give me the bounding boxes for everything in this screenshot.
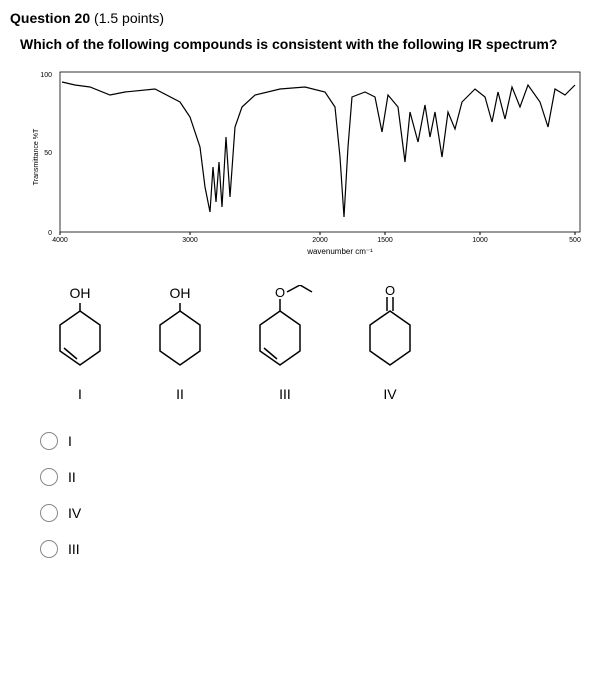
option-III-row[interactable]: III [40, 540, 606, 558]
compound-III: O III [250, 285, 320, 402]
radio-circle-IV[interactable] [40, 504, 58, 522]
compound-I-structure [50, 303, 110, 373]
xtick-3000: 3000 [182, 237, 198, 244]
xtick-2000: 2000 [312, 237, 328, 244]
compound-III-structure: O [250, 285, 320, 373]
radio-circle-I[interactable] [40, 432, 58, 450]
svg-text:O: O [385, 285, 395, 298]
svg-text:O: O [275, 285, 285, 300]
compound-II-structure [150, 303, 210, 373]
xtick-4000: 4000 [52, 237, 68, 244]
xtick-500: 500 [569, 237, 581, 244]
radio-circle-II[interactable] [40, 468, 58, 486]
option-II-label: II [68, 469, 76, 485]
ytick-50: 50 [44, 150, 52, 157]
question-number: Question 20 [10, 10, 90, 26]
compound-II-label: II [150, 386, 210, 402]
radio-options: I II IV III [40, 432, 606, 558]
ir-spectrum-chart: 4000 3000 2000 1500 1000 500 wavenumber … [30, 67, 606, 265]
question-header: Question 20 (1.5 points) [10, 10, 606, 26]
xtick-1500: 1500 [377, 237, 393, 244]
compound-IV-structure: O [360, 285, 420, 373]
option-IV-row[interactable]: IV [40, 504, 606, 522]
question-text: Which of the following compounds is cons… [20, 36, 606, 52]
radio-circle-III[interactable] [40, 540, 58, 558]
option-III-label: III [68, 541, 80, 557]
ytick-100: 100 [40, 72, 52, 79]
ylabel: Transmittance %T [33, 128, 40, 185]
option-I-label: I [68, 433, 72, 449]
ytick-0: 0 [48, 230, 52, 237]
option-I-row[interactable]: I [40, 432, 606, 450]
compounds-row: OH I OH II O III [50, 285, 606, 402]
compound-III-label: III [250, 386, 320, 402]
compound-IV: O IV [360, 285, 420, 402]
compound-I-oh: OH [50, 285, 110, 301]
xlabel: wavenumber cm⁻¹ [306, 247, 373, 256]
compound-IV-label: IV [360, 386, 420, 402]
option-II-row[interactable]: II [40, 468, 606, 486]
question-points: (1.5 points) [94, 10, 164, 26]
compound-II-oh: OH [150, 285, 210, 301]
compound-I-label: I [50, 386, 110, 402]
compound-II: OH II [150, 285, 210, 402]
option-IV-label: IV [68, 505, 81, 521]
compound-I: OH I [50, 285, 110, 402]
xtick-1000: 1000 [472, 237, 488, 244]
